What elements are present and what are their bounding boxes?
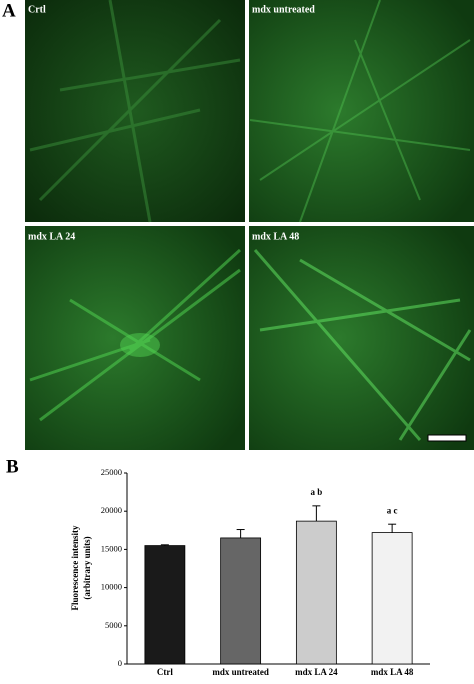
y-tick-label: 15000 [101, 543, 122, 553]
significance-label: a c [387, 505, 398, 515]
y-tick-label: 10000 [101, 582, 122, 592]
x-tick-label: Ctrl [157, 667, 173, 677]
bar [371, 532, 413, 665]
image-label: mdx untreated [252, 4, 315, 15]
image-label: mdx LA 24 [28, 231, 75, 242]
y-axis-label: Fluorescence intensity [70, 525, 80, 611]
micrograph-4 [249, 226, 474, 450]
error-bar [312, 505, 321, 522]
y-tick-label: 25000 [101, 467, 122, 477]
bar-chart: 0 5000 10000 15000 20000 25000 Fluorescence in… [70, 467, 430, 677]
bar [220, 537, 262, 665]
error-bar [160, 544, 169, 546]
significance-label: a b [310, 487, 322, 497]
bar [295, 520, 337, 665]
micrograph-3 [25, 226, 245, 450]
panel-label: B [6, 456, 19, 477]
micrograph-2 [249, 0, 474, 223]
y-axis-label: (arbitrary units) [82, 536, 92, 599]
image-label: mdx LA 48 [252, 231, 299, 242]
micrograph-1 [25, 0, 245, 223]
panel-label: A [2, 0, 16, 21]
error-bar [236, 529, 245, 538]
y-tick-label: 20000 [101, 505, 122, 515]
image-label: Crtl [28, 4, 46, 15]
scale-bar [427, 434, 467, 442]
x-tick-label: mdx LA 24 [295, 667, 338, 677]
x-tick-label: mdx untreated [212, 667, 269, 677]
bar [144, 545, 186, 665]
y-tick-label: 5000 [105, 620, 122, 630]
error-bar [388, 523, 397, 533]
y-tick-label: 0 [118, 658, 122, 668]
x-tick-label: mdx LA 48 [371, 667, 414, 677]
